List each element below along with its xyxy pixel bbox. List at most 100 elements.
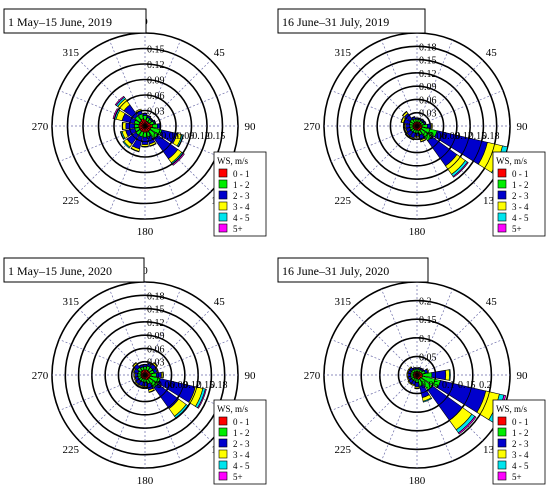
wedge-segment xyxy=(452,161,469,178)
compass-label: 45 xyxy=(486,47,498,59)
wedge-segment xyxy=(155,371,162,379)
frequency-ring-overlay xyxy=(342,300,492,450)
wedge-segment xyxy=(411,116,416,119)
ring-tick-label-east: 0.03 xyxy=(144,380,162,391)
wedge-segment xyxy=(125,122,135,130)
legend-swatch xyxy=(218,168,228,178)
compass-label: 180 xyxy=(137,475,154,487)
legend-label: 0 - 1 xyxy=(512,417,529,427)
legend-label: 5+ xyxy=(233,472,243,482)
panel-title: 16 June–31 July, 2020 xyxy=(282,264,389,278)
wedge-segment xyxy=(119,131,125,140)
legend-label: 2 - 3 xyxy=(512,439,529,449)
wedge-segment xyxy=(162,371,164,379)
compass-label: 270 xyxy=(32,121,49,133)
frequency-ring-overlay xyxy=(113,94,177,158)
legend: WS, m/s 0 - 11 - 22 - 33 - 44 - 55+ xyxy=(213,151,267,237)
legend-label: 1 - 2 xyxy=(233,428,250,438)
wedge-segment xyxy=(424,120,427,125)
compass-label: 225 xyxy=(335,195,352,207)
legend-swatch xyxy=(497,471,507,481)
wedge-segment xyxy=(415,367,419,369)
wedge-segment xyxy=(401,110,408,117)
legend-swatch xyxy=(497,190,507,200)
ring-tick-label-east: 0.18 xyxy=(210,380,228,391)
frequency-ring-overlay xyxy=(104,334,186,416)
legend-label: 1 - 2 xyxy=(233,180,250,190)
wedge-segment xyxy=(408,137,415,141)
legend-swatch xyxy=(497,212,507,222)
radial-gridline xyxy=(58,339,146,376)
wedge-segment xyxy=(135,108,142,113)
wedge-segment xyxy=(405,123,411,129)
compass-label: 225 xyxy=(63,444,80,456)
legend-title: WS, m/s xyxy=(496,404,528,414)
wedge-segment xyxy=(406,376,410,381)
frequency-ring-overlay xyxy=(397,355,436,394)
legend-swatch xyxy=(497,438,507,448)
ring-tick-label-east: 0.03 xyxy=(416,131,434,142)
legend-swatch xyxy=(218,223,228,233)
wedge-segment xyxy=(122,121,127,131)
wedge-segment xyxy=(415,117,419,119)
wedge-segment xyxy=(121,121,124,131)
ring-tick-label-east: 0.09 xyxy=(442,131,460,142)
legend-label: 0 - 1 xyxy=(512,169,529,179)
wedge-segment xyxy=(114,95,125,106)
wedge-segment xyxy=(148,389,155,393)
legend-label: 2 - 3 xyxy=(512,191,529,201)
legend-swatch xyxy=(218,212,228,222)
compass-label: 315 xyxy=(335,47,352,59)
wedge-segment xyxy=(153,119,157,124)
legend-label: 2 - 3 xyxy=(233,191,250,201)
wedge-segment xyxy=(426,123,432,129)
compass-label: 315 xyxy=(63,296,80,308)
compass-label: 90 xyxy=(245,370,257,382)
ring-tick-label-east: 0.09 xyxy=(170,380,188,391)
wedge-segment xyxy=(147,114,152,118)
frequency-ring-overlay xyxy=(390,99,444,153)
ring-tick-label-east: 0.03 xyxy=(146,131,164,142)
ring-tick-label-north: 0.12 xyxy=(147,60,165,71)
wedge-segment xyxy=(133,376,137,382)
wedge-segment xyxy=(421,367,425,371)
radial-gridline xyxy=(330,374,418,411)
radial-gridline xyxy=(350,125,418,193)
legend-swatch xyxy=(497,416,507,426)
legend-label: 2 - 3 xyxy=(233,439,250,449)
frequency-ring-overlay xyxy=(360,318,474,432)
ring-tick-label-north: 0.03 xyxy=(147,358,165,369)
frequency-ring-overlay xyxy=(363,72,471,180)
ring-tick-label-north: 0.06 xyxy=(419,95,437,106)
ring-tick-label-east: 0.05 xyxy=(421,380,439,391)
wedge-segment xyxy=(406,372,409,378)
wedge-segment xyxy=(404,133,410,139)
radial-gridline xyxy=(58,374,146,411)
ring-tick-label-east: 0.06 xyxy=(157,380,175,391)
frequency-ring-overlay xyxy=(376,85,458,167)
compass-label: 45 xyxy=(486,296,498,308)
frequency-ring-overlay xyxy=(336,45,498,207)
ring-tick-label-east: 0.15 xyxy=(208,131,226,142)
wedge-segment xyxy=(133,372,136,378)
wedge-segment xyxy=(134,123,140,129)
compass-label: 90 xyxy=(517,121,529,133)
radial-gridline xyxy=(330,339,418,376)
ring-tick-label-north: 0.12 xyxy=(147,318,165,329)
legend: WS, m/s 0 - 11 - 22 - 33 - 44 - 55+ xyxy=(213,399,267,485)
wedge-segment xyxy=(171,152,185,166)
radial-gridline xyxy=(416,90,504,127)
legend-label: 0 - 1 xyxy=(233,169,250,179)
wedge-segment xyxy=(407,373,411,377)
radial-gridline xyxy=(144,339,232,376)
radial-gridline xyxy=(416,39,453,127)
wedge-segment xyxy=(426,368,430,373)
ring-tick-label-north: 0.15 xyxy=(147,305,165,316)
radial-gridline xyxy=(144,374,212,442)
legend-label: 1 - 2 xyxy=(512,428,529,438)
legend-label: 0 - 1 xyxy=(233,417,250,427)
panel-title: 1 May–15 June, 2019 xyxy=(8,15,112,29)
legend: WS, m/s 0 - 11 - 22 - 33 - 44 - 55+ xyxy=(492,399,546,485)
legend-swatch xyxy=(218,201,228,211)
